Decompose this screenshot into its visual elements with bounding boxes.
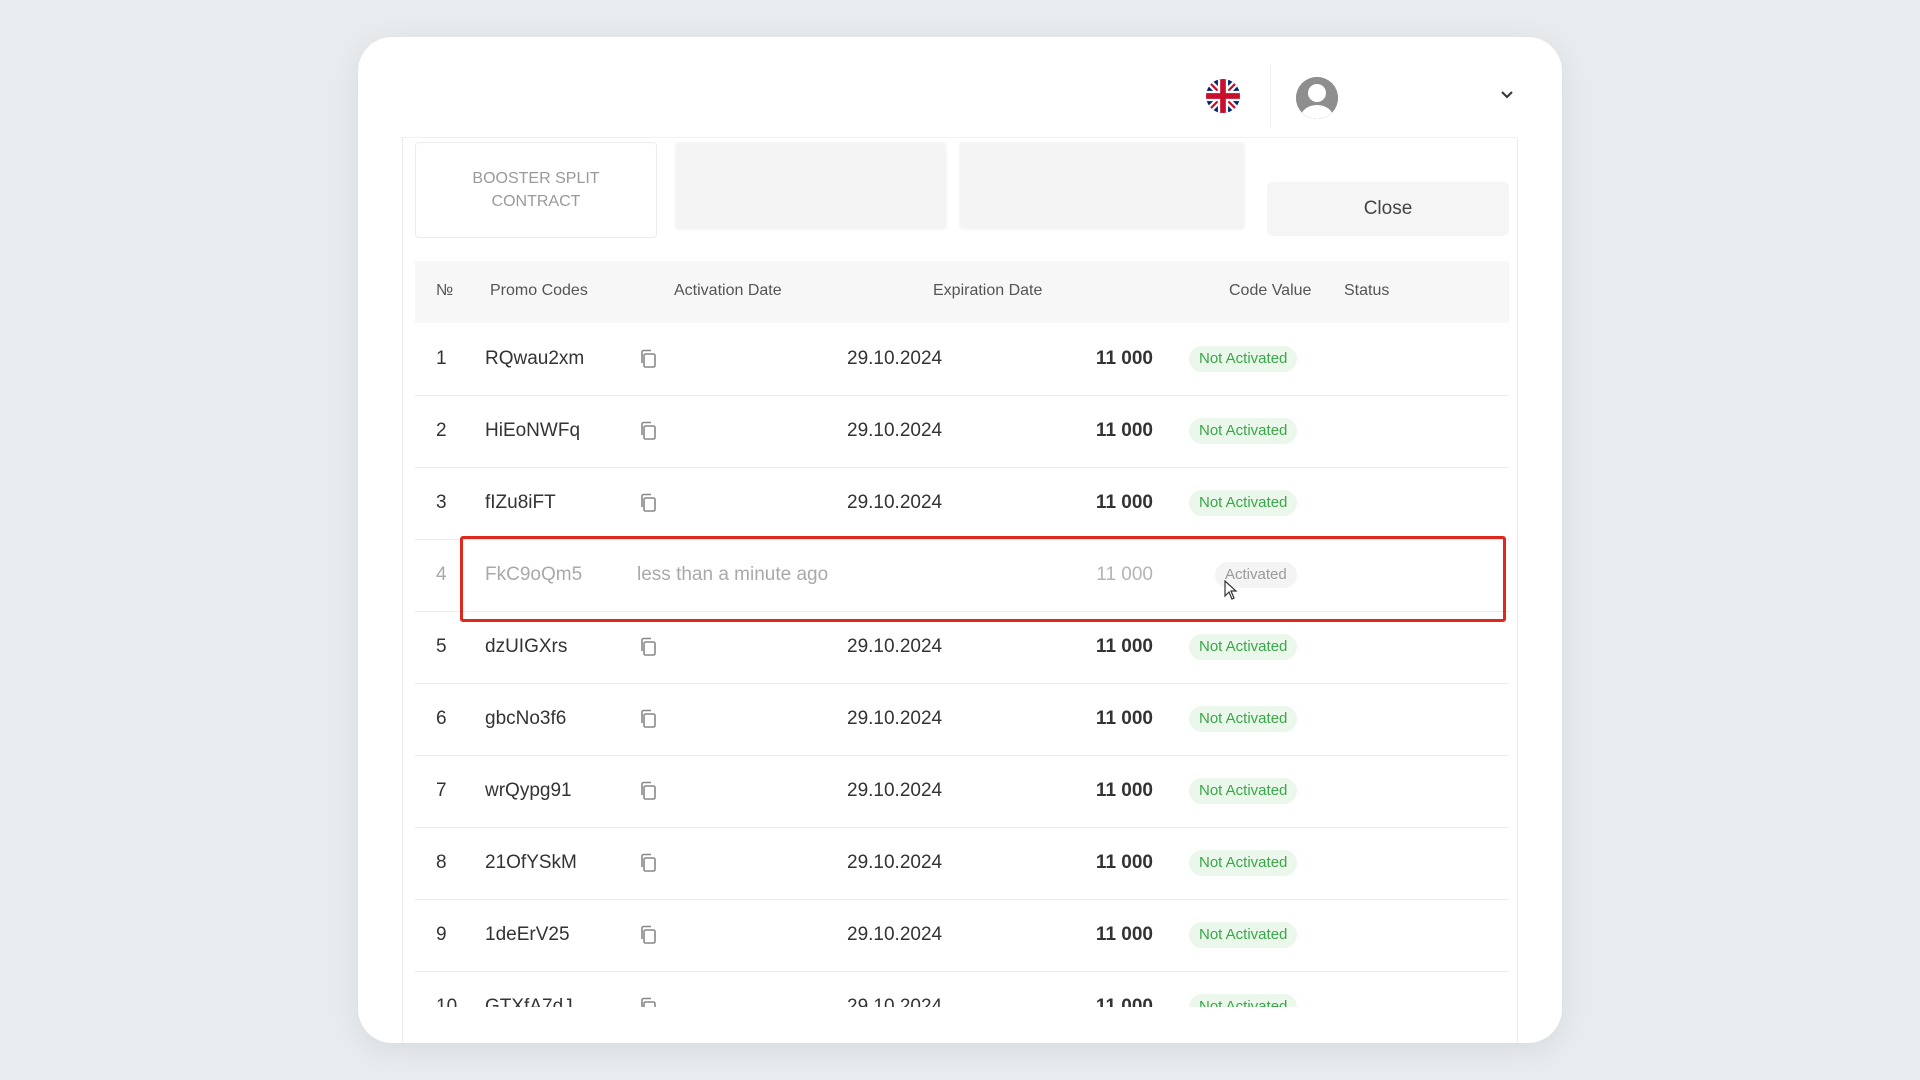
top-bar <box>400 37 1517 138</box>
code-value: 11 000 <box>1095 780 1153 801</box>
promo-code: RQwau2xm <box>485 348 585 369</box>
header-status[interactable]: Status <box>1344 282 1390 299</box>
code-value: 11 000 <box>1095 852 1153 873</box>
copy-icon[interactable] <box>639 349 657 369</box>
row-number: 7 <box>436 780 447 801</box>
row-number: 5 <box>436 636 447 657</box>
copy-icon[interactable] <box>639 709 657 729</box>
highlight-box <box>460 536 1506 622</box>
table-row[interactable]: 7 wrQypg91 29.10.2024 11 000 Not Activated <box>415 756 1509 828</box>
status-badge: Not Activated <box>1189 706 1298 732</box>
status-badge: Not Activated <box>1189 490 1298 516</box>
close-button[interactable]: Close <box>1267 182 1509 236</box>
row-number: 3 <box>436 492 447 513</box>
copy-icon[interactable] <box>639 781 657 801</box>
expiration-date: 29.10.2024 <box>847 492 943 513</box>
activation-date: less than a minute ago <box>637 564 829 585</box>
header-expiration-date[interactable]: Expiration Date <box>933 282 1043 299</box>
copy-icon[interactable] <box>639 637 657 657</box>
copy-icon[interactable] <box>639 925 657 945</box>
code-value: 11 000 <box>1095 636 1153 657</box>
expiration-date: 29.10.2024 <box>847 636 943 657</box>
table-row[interactable]: 5 dzUIGXrs 29.10.2024 11 000 Not Activated <box>415 612 1509 684</box>
table-header: № Promo Codes Activation Date Expiration… <box>415 261 1509 323</box>
header-code-value[interactable]: Code Value <box>1229 282 1312 299</box>
promo-code: 21OfYSkM <box>485 852 577 873</box>
header-num: № <box>436 282 454 299</box>
code-value: 11 000 <box>1095 348 1153 369</box>
row-number: 4 <box>436 564 447 585</box>
uk-flag-icon[interactable] <box>1206 79 1240 113</box>
expiration-date: 29.10.2024 <box>847 420 943 441</box>
code-value: 11 000 <box>1095 492 1153 513</box>
promo-code: gbcNo3f6 <box>485 708 567 729</box>
code-value: 11 000 <box>1095 708 1153 729</box>
chevron-down-icon[interactable] <box>1498 85 1516 103</box>
copy-icon[interactable] <box>639 421 657 441</box>
blurred-field <box>959 142 1245 230</box>
row-number: 1 <box>436 348 447 369</box>
expiration-date: 29.10.2024 <box>847 780 943 801</box>
expiration-date: 29.10.2024 <box>847 348 943 369</box>
code-value: 11 000 <box>1095 924 1153 945</box>
copy-icon[interactable] <box>639 853 657 873</box>
status-badge: Not Activated <box>1189 922 1298 948</box>
promo-code: 1deErV25 <box>485 924 570 945</box>
contract-panel: BOOSTER SPLIT CONTRACT Close № Promo Cod… <box>402 138 1518 1043</box>
promo-code: fIZu8iFT <box>485 492 556 513</box>
table-row[interactable]: 6 gbcNo3f6 29.10.2024 11 000 Not Activated <box>415 684 1509 756</box>
code-value: 11 000 <box>1096 564 1153 585</box>
table-row[interactable]: 9 1deErV25 29.10.2024 11 000 Not Activated <box>415 900 1509 972</box>
status-badge: Not Activated <box>1189 634 1298 660</box>
status-badge: Not Activated <box>1189 850 1298 876</box>
header-promo-codes[interactable]: Promo Codes <box>490 282 588 299</box>
scroll-fade <box>403 1007 1517 1043</box>
header-activation-date[interactable]: Activation Date <box>674 282 782 299</box>
row-number: 6 <box>436 708 447 729</box>
table-row[interactable]: 3 fIZu8iFT 29.10.2024 11 000 Not Activated <box>415 468 1509 540</box>
expiration-date: 29.10.2024 <box>847 852 943 873</box>
promo-codes-window: BOOSTER SPLIT CONTRACT Close № Promo Cod… <box>358 37 1562 1043</box>
row-number: 9 <box>436 924 447 945</box>
expiration-date: 29.10.2024 <box>847 924 943 945</box>
row-number: 2 <box>436 420 447 441</box>
code-value: 11 000 <box>1095 420 1153 441</box>
mouse-cursor-icon <box>1224 580 1238 600</box>
row-number: 8 <box>436 852 447 873</box>
status-badge: Not Activated <box>1189 346 1298 372</box>
contract-title: BOOSTER SPLIT CONTRACT <box>415 142 657 238</box>
copy-icon[interactable] <box>639 493 657 513</box>
user-avatar-icon[interactable] <box>1296 77 1338 119</box>
table-row[interactable]: 2 HiEoNWFq 29.10.2024 11 000 Not Activated <box>415 396 1509 468</box>
expiration-date: 29.10.2024 <box>847 708 943 729</box>
promo-code: HiEoNWFq <box>485 420 581 441</box>
status-badge: Not Activated <box>1189 418 1298 444</box>
promo-code: wrQypg91 <box>485 780 572 801</box>
table-row[interactable]: 8 21OfYSkM 29.10.2024 11 000 Not Activated <box>415 828 1509 900</box>
status-badge: Not Activated <box>1189 778 1298 804</box>
promo-code: FkC9oQm5 <box>485 564 583 585</box>
blurred-field <box>675 142 947 230</box>
promo-code: dzUIGXrs <box>485 636 568 657</box>
table-row[interactable]: 1 RQwau2xm 29.10.2024 11 000 Not Activated <box>415 324 1509 396</box>
header-divider <box>1270 65 1271 127</box>
